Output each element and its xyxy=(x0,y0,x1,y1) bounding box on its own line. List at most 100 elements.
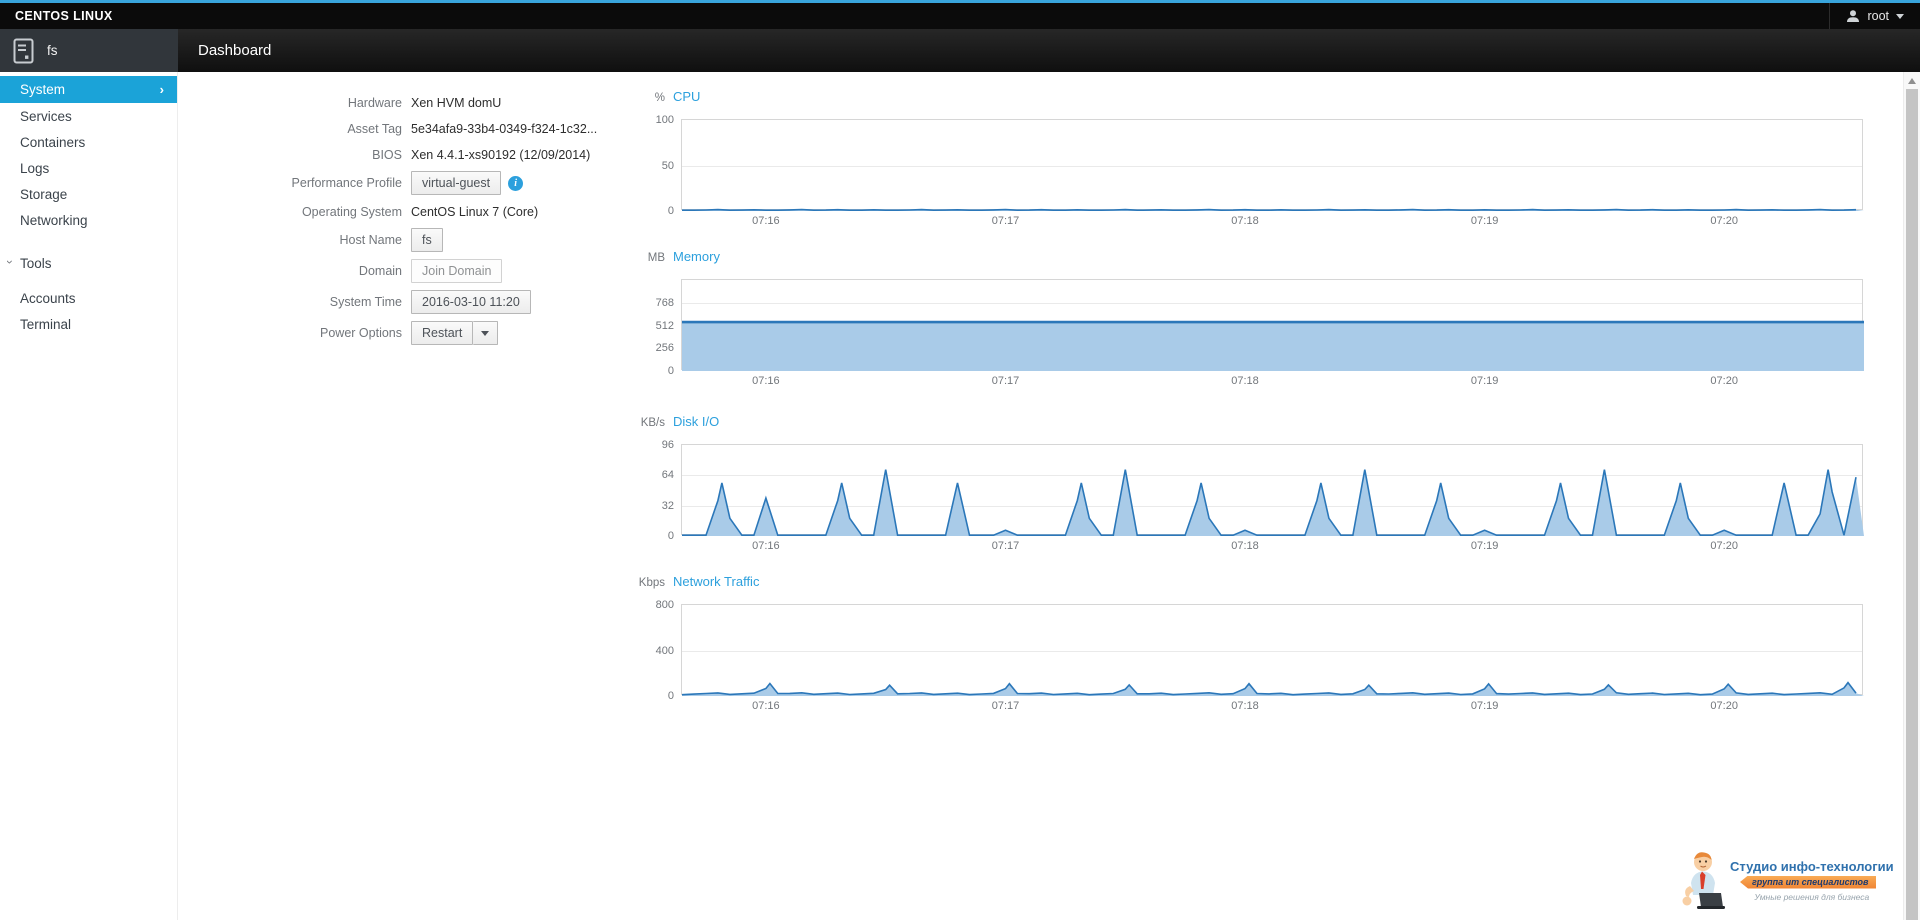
memory-xtick-label: 07:16 xyxy=(752,375,780,387)
field-label: Operating System xyxy=(301,204,402,219)
network-ytick-label: 800 xyxy=(655,599,674,611)
form-row-power-options: Power Options Restart xyxy=(179,319,629,347)
watermark-text: Студио инфо-технологии группа ит специал… xyxy=(1730,859,1894,902)
form-row-asset-tag: Asset Tag 5e34afa9-33b4-0349-f324-1c32... xyxy=(179,117,629,140)
memory-chart-header: MB Memory xyxy=(611,249,1873,267)
user-menu[interactable]: root xyxy=(1829,3,1920,29)
disk-ytick-label: 0 xyxy=(667,530,674,542)
scrollbar-thumb[interactable] xyxy=(1906,89,1918,920)
cpu-ytick-label: 50 xyxy=(661,159,674,172)
chevron-right-icon: › xyxy=(159,82,164,97)
power-options-split-button: Restart xyxy=(411,321,499,345)
network-xtick-label: 07:16 xyxy=(752,700,780,712)
cpu-xtick-label: 07:17 xyxy=(991,215,1020,227)
memory-xtick-label: 07:20 xyxy=(1710,375,1738,387)
vertical-scrollbar[interactable] xyxy=(1903,72,1920,920)
disk-ytick-label: 64 xyxy=(661,469,674,482)
memory-xtick-label: 07:18 xyxy=(1231,375,1259,387)
disk-xtick-label: 07:17 xyxy=(991,540,1020,552)
cpu-xtick-label: 07:18 xyxy=(1231,215,1259,227)
header-bar: fs Dashboard xyxy=(0,29,1920,72)
gridline xyxy=(682,302,1862,304)
watermark-logo: Студио инфо-технологии группа ит специал… xyxy=(1677,846,1901,914)
disk-ytick-label: 32 xyxy=(661,499,674,512)
sidebar-item-containers[interactable]: Containers xyxy=(0,129,177,155)
form-row-bios: BIOS Xen 4.4.1-xs90192 (12/09/2014) xyxy=(179,143,629,166)
gridline xyxy=(682,650,1862,652)
mascot-icon xyxy=(1682,852,1725,909)
form-row-domain: Domain Join Domain xyxy=(179,257,629,285)
field-label: System Time xyxy=(329,295,402,309)
disk-xtick-label: 07:18 xyxy=(1231,540,1259,552)
watermark-subtitle: группа ит специалистов xyxy=(1740,875,1877,889)
form-row-operating-system: Operating System CentOS Linux 7 (Core) xyxy=(179,200,629,223)
field-label: Asset Tag xyxy=(347,121,402,136)
disk-plot-area: 96 64 32 0 07:16 07:17 07:18 07:19 07:20 xyxy=(662,439,1864,552)
form-row-hardware: Hardware Xen HVM domU xyxy=(179,91,629,114)
charts-column: % CPU 100 50 0 07:16 07:17 07:18 07:19 07:20 MB Mem… xyxy=(611,89,1873,789)
network-xtick-label: 07:17 xyxy=(991,700,1020,712)
cpu-ytick-label: 100 xyxy=(655,114,674,126)
cpu-xtick-label: 07:19 xyxy=(1470,215,1499,227)
memory-xtick-label: 07:19 xyxy=(1470,375,1499,387)
server-icon xyxy=(13,38,34,63)
gridline xyxy=(682,165,1862,167)
sidebar-item-services[interactable]: Services xyxy=(0,103,177,129)
restart-button[interactable]: Restart xyxy=(411,321,474,345)
asset-tag-value: 5e34afa9-33b4-0349-f324-1c32... xyxy=(411,121,598,136)
sidebar-group-tools[interactable]: › Tools xyxy=(0,250,177,276)
sidebar-item-label: Accounts xyxy=(20,290,76,306)
sidebar-tools-label: Tools xyxy=(20,255,52,271)
memory-chart-title[interactable]: Memory xyxy=(673,249,720,264)
sidebar-item-logs[interactable]: Logs xyxy=(0,155,177,181)
sidebar-item-system[interactable]: System › xyxy=(0,76,177,103)
cpu-xtick-label: 07:20 xyxy=(1710,215,1738,227)
gridline xyxy=(682,475,1862,477)
system-time-button[interactable]: 2016-03-10 11:20 xyxy=(411,290,531,314)
memory-ytick-label: 0 xyxy=(667,365,674,377)
network-chart-header: Kbps Network Traffic xyxy=(611,574,1873,592)
sidebar-item-terminal[interactable]: Terminal xyxy=(0,311,177,337)
form-row-performance-profile: Performance Profile virtual-guest i xyxy=(179,169,629,197)
disk-chart-title[interactable]: Disk I/O xyxy=(673,414,720,429)
sidebar-item-label: Containers xyxy=(20,134,86,150)
memory-unit-label: MB xyxy=(647,252,665,264)
disk-chart-canvas xyxy=(682,469,1864,536)
disk-xtick-label: 07:16 xyxy=(752,540,780,552)
memory-xtick-label: 07:17 xyxy=(991,375,1020,387)
info-icon[interactable]: i xyxy=(508,175,524,191)
cpu-chart-title[interactable]: CPU xyxy=(673,89,701,104)
sidebar-item-storage[interactable]: Storage xyxy=(0,181,177,207)
sidebar-item-networking[interactable]: Networking xyxy=(0,207,177,233)
network-plot-area: 800 400 0 07:16 07:17 07:18 07:19 07:20 xyxy=(656,599,1864,712)
watermark-title: Студио инфо-технологии xyxy=(1730,858,1894,874)
field-label: Performance Profile xyxy=(291,176,402,190)
sidebar-item-accounts[interactable]: Accounts xyxy=(0,285,177,311)
memory-ytick-label: 512 xyxy=(655,319,674,332)
field-label: Host Name xyxy=(339,233,402,247)
brand-label: CENTOS LINUX xyxy=(15,9,113,23)
disk-unit-label: KB/s xyxy=(640,417,665,429)
performance-profile-button[interactable]: virtual-guest xyxy=(411,171,502,195)
form-row-host-name: Host Name fs xyxy=(179,226,629,254)
memory-chart: MB Memory 768 512 256 0 07:16 07:17 07:18 07:19 07… xyxy=(611,249,1873,387)
scrollbar-up-arrow-icon[interactable] xyxy=(1908,78,1916,84)
cpu-chart-header: % CPU xyxy=(611,89,1873,107)
sidebar-item-label: System xyxy=(20,82,66,97)
caret-down-icon xyxy=(481,330,490,336)
memory-plot-area: 768 512 256 0 07:16 07:17 07:18 07:19 07:20 xyxy=(656,279,1864,387)
power-options-dropdown-toggle[interactable] xyxy=(473,321,499,345)
network-ytick-label: 0 xyxy=(667,690,674,702)
cpu-ytick-label: 0 xyxy=(667,205,674,217)
page-title: Dashboard xyxy=(198,42,272,59)
gridline xyxy=(682,505,1862,507)
host-selector[interactable]: fs xyxy=(0,29,178,72)
network-chart-title[interactable]: Network Traffic xyxy=(673,574,760,589)
user-caret-icon xyxy=(1896,13,1904,19)
host-name-button[interactable]: fs xyxy=(411,228,443,252)
network-ytick-label: 400 xyxy=(655,644,674,657)
disk-xtick-label: 07:20 xyxy=(1710,540,1738,552)
domain-button[interactable]: Join Domain xyxy=(411,259,503,283)
disk-xtick-label: 07:19 xyxy=(1470,540,1499,552)
cpu-plot-area: 100 50 0 07:16 07:17 07:18 07:19 07:20 xyxy=(656,114,1864,227)
